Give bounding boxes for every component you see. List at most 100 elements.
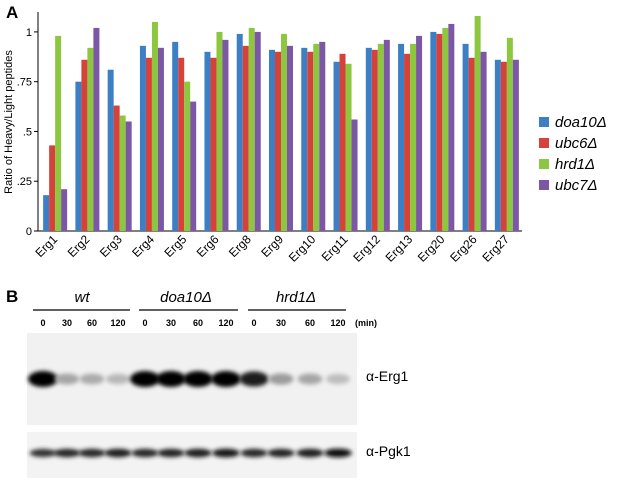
bar [442, 27, 449, 231]
x-tick-label: Erg20 [415, 232, 448, 265]
x-tick-label: Erg9 [258, 232, 286, 260]
blot-band [326, 373, 350, 385]
legend: doa10Δ ubc6Δ hrd1Δ ubc7Δ [539, 114, 607, 194]
lane-time-label: 0 [142, 318, 147, 328]
blot-band [184, 448, 212, 458]
blot-band [157, 448, 185, 458]
x-tick-label: Erg26 [447, 232, 480, 265]
x-tick-label: Erg13 [383, 232, 416, 265]
x-tick-label: Erg27 [479, 232, 512, 265]
erg1-antibody-label: α-Erg1 [366, 368, 409, 384]
x-tick-label: Erg6 [194, 232, 222, 260]
panel-a-letter: A [6, 3, 18, 22]
blot-band [324, 448, 352, 458]
time-unit-label: (min) [355, 318, 377, 328]
bar [93, 27, 100, 231]
legend-label: doa10Δ [555, 114, 607, 131]
blot-band [239, 371, 269, 387]
bar [275, 51, 281, 232]
legend-swatch [539, 180, 549, 190]
blot-band [79, 373, 105, 385]
bar [301, 47, 308, 231]
bar [404, 53, 411, 232]
bar [281, 33, 287, 232]
x-tick-label: Erg1 [32, 232, 60, 260]
lane-time-label: 0 [40, 318, 45, 328]
bar [75, 81, 82, 231]
blot-band [29, 448, 57, 458]
bar [351, 119, 358, 231]
lane-time-label: 120 [110, 318, 125, 328]
bar [157, 47, 164, 231]
bar [172, 41, 179, 232]
bar [178, 57, 185, 231]
bar [494, 59, 501, 232]
bar [113, 105, 120, 231]
blot-band [104, 448, 132, 458]
bar [377, 43, 384, 231]
blot-band [131, 448, 159, 458]
bar [43, 195, 50, 231]
bar [236, 33, 243, 232]
blot-band [211, 371, 241, 387]
panel-b-letter: B [6, 287, 18, 306]
blot-band [297, 373, 323, 385]
bar [119, 115, 126, 231]
blot-group-label: doa10Δ [160, 289, 212, 306]
bar [319, 41, 326, 232]
bar [333, 61, 340, 231]
bar [210, 57, 217, 231]
bar [287, 45, 293, 231]
lane-time-label: 120 [330, 318, 345, 328]
blot-band [54, 373, 80, 385]
x-tick-label: Erg2 [65, 232, 93, 260]
blot-band [183, 371, 213, 387]
lane-time-label: 30 [62, 318, 72, 328]
x-tick-label: Erg3 [97, 232, 125, 260]
bar [480, 51, 487, 232]
bar [190, 101, 197, 231]
bar [371, 49, 378, 232]
bar [87, 47, 94, 231]
pgk1-bands [29, 448, 352, 458]
bar [151, 21, 158, 232]
y-tick-label: .25 [17, 176, 32, 188]
bar [430, 31, 437, 232]
bars [43, 15, 519, 232]
blot-band [296, 448, 324, 458]
erg1-blot [27, 333, 357, 425]
bar [242, 45, 249, 231]
bar [436, 33, 443, 232]
bar [107, 69, 114, 232]
bar [61, 189, 68, 231]
pgk1-blot [27, 432, 357, 478]
bar [216, 31, 223, 232]
bar [139, 45, 146, 231]
y-tick-label: .5 [23, 126, 32, 138]
pgk1-antibody-label: α-Pgk1 [366, 443, 411, 459]
bar [339, 53, 346, 232]
lane-time-label: 30 [276, 318, 286, 328]
legend-label: ubc6Δ [555, 135, 598, 152]
x-tick-label: Erg4 [129, 232, 157, 260]
lane-time-label: 0 [251, 318, 256, 328]
blot-band [268, 373, 294, 385]
blot-band [130, 371, 160, 387]
bar [204, 51, 211, 232]
blot-group-label: hrd1Δ [276, 289, 316, 306]
bar [55, 35, 62, 232]
blot-band [53, 448, 81, 458]
bar [248, 27, 255, 231]
bar [474, 15, 481, 232]
bar [500, 61, 507, 231]
bar [506, 37, 513, 231]
blot-band [156, 371, 186, 387]
x-tick-label: Erg5 [161, 232, 189, 260]
blot-band [78, 448, 106, 458]
y-tick-label: .75 [17, 77, 32, 89]
erg1-bands [28, 371, 350, 387]
bar-chart: 0.25.5.751 Erg1 Erg2 Erg3 Erg4 Erg5 Erg6 Erg8 E… [3, 12, 522, 265]
x-tick-label: Erg10 [286, 232, 319, 265]
bar [462, 43, 469, 231]
